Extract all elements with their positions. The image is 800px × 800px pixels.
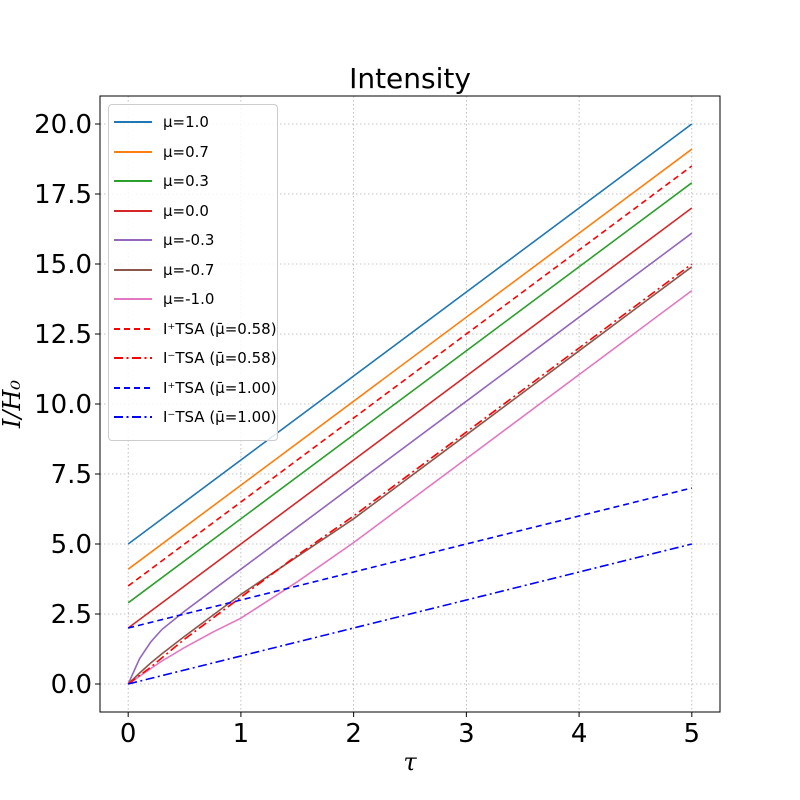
y-tick-label: 15.0 <box>34 250 92 280</box>
series-line-8 <box>127 263 693 685</box>
legend-swatch <box>114 327 152 330</box>
legend-label: I⁺TSA (μ̄=0.58) <box>163 319 277 338</box>
legend-swatch <box>114 209 152 212</box>
x-tick-label: 5 <box>684 719 701 749</box>
legend-swatch <box>114 298 152 300</box>
series-line-9 <box>128 487 692 629</box>
legend-swatch <box>114 180 152 182</box>
x-axis-label: τ <box>403 748 417 776</box>
legend-label: μ=-0.7 <box>163 260 215 279</box>
legend-item: I⁻TSA (μ̄=1.00) <box>109 406 277 428</box>
x-tick-label: 3 <box>458 719 475 749</box>
series-layer <box>127 123 693 685</box>
legend-item: μ=0.7 <box>109 141 277 163</box>
legend-swatch <box>114 386 152 389</box>
legend-item: μ=0.3 <box>109 170 277 192</box>
series-line-7 <box>127 165 693 587</box>
series-line-5 <box>127 266 693 685</box>
legend-label: I⁺TSA (μ̄=1.00) <box>163 378 277 397</box>
legend-label: I⁻TSA (μ̄=0.58) <box>163 349 277 367</box>
series-line-4 <box>127 232 693 685</box>
legend-item: μ=0.0 <box>109 200 277 222</box>
x-tick-label: 2 <box>345 719 362 749</box>
legend-label: μ=1.0 <box>163 113 209 131</box>
legend-label: I⁻TSA (μ̄=1.00) <box>163 408 277 426</box>
legend-label: μ=-0.3 <box>163 231 215 249</box>
series-line-2 <box>127 182 693 604</box>
chart-title: Intensity <box>349 62 471 95</box>
y-tick-label: 20.0 <box>34 110 92 140</box>
legend-swatch <box>114 121 152 123</box>
legend-swatch <box>114 357 152 359</box>
legend-item: I⁻TSA (μ̄=0.58) <box>109 347 277 369</box>
legend-label: μ=0.0 <box>163 201 209 220</box>
series-line-10 <box>128 543 692 685</box>
legend-item: μ=1.0 <box>109 111 277 133</box>
legend-item: I⁺TSA (μ̄=0.58) <box>109 318 277 340</box>
legend-item: μ=-1.0 <box>109 288 277 310</box>
legend-swatch <box>114 150 152 153</box>
y-axis-label: I/H₀ <box>0 380 26 429</box>
legend-swatch <box>114 416 152 418</box>
x-tick-label: 1 <box>233 719 250 749</box>
series-line-0 <box>127 123 693 545</box>
series-line-1 <box>127 148 693 570</box>
legend-label: μ=0.7 <box>163 142 209 161</box>
y-tick-label: 17.5 <box>34 180 92 210</box>
legend-label: μ=0.3 <box>163 172 209 190</box>
y-tick-label: 7.5 <box>51 460 92 490</box>
x-tick-label: 0 <box>120 719 137 749</box>
legend-item: I⁺TSA (μ̄=1.00) <box>109 377 277 399</box>
series-line-3 <box>127 207 693 629</box>
ticks: 0 1 2 3 4 5 0.0 2.5 5.0 7.5 10.0 12.5 15.0 17.5 20.0 <box>34 110 700 749</box>
series-line-6 <box>127 289 693 685</box>
legend-item: μ=-0.3 <box>109 229 277 251</box>
legend-item: μ=-0.7 <box>109 259 277 281</box>
y-tick-label: 12.5 <box>34 320 92 350</box>
y-tick-label: 10.0 <box>34 390 92 420</box>
legend-label: μ=-1.0 <box>163 290 215 308</box>
legend: μ=1.0 μ=0.7 μ=0.3 μ=0.0 μ=-0.3 μ=-0.7 μ=-1.0 I⁺… <box>108 104 278 441</box>
y-tick-label: 2.5 <box>51 600 92 630</box>
x-tick-label: 4 <box>571 719 588 749</box>
y-tick-label: 0.0 <box>51 670 92 700</box>
legend-swatch <box>114 239 152 241</box>
y-tick-label: 5.0 <box>51 530 92 560</box>
legend-swatch <box>114 268 152 271</box>
